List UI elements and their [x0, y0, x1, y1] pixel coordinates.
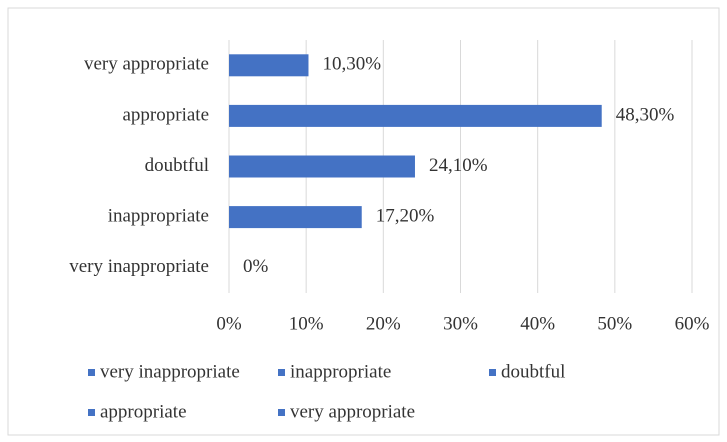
y-tick-label: very inappropriate	[69, 256, 209, 277]
data-label: 24,10%	[429, 155, 488, 176]
legend-marker	[278, 409, 285, 416]
legend-marker	[88, 409, 95, 416]
chart-frame	[7, 7, 720, 436]
bar	[229, 104, 602, 127]
bar	[229, 54, 309, 77]
data-label: 10,30%	[322, 54, 381, 75]
legend-marker	[278, 369, 285, 376]
x-tick-label: 10%	[289, 313, 324, 334]
legend-marker	[489, 369, 496, 376]
legend-label: inappropriate	[290, 361, 391, 382]
x-tick-label: 30%	[443, 313, 478, 334]
legend-label: very inappropriate	[100, 361, 240, 382]
y-tick-label: very appropriate	[84, 54, 209, 75]
y-tick-label: inappropriate	[108, 205, 209, 226]
y-tick-label: doubtful	[145, 155, 209, 176]
data-label: 17,20%	[376, 205, 435, 226]
bar	[229, 206, 362, 229]
x-tick-label: 50%	[597, 313, 632, 334]
x-tick-label: 20%	[366, 313, 401, 334]
legend-label: doubtful	[501, 361, 565, 382]
x-tick-label: 40%	[520, 313, 555, 334]
data-label: 0%	[243, 256, 269, 277]
bar	[229, 155, 415, 178]
legend-label: very appropriate	[290, 401, 415, 422]
data-label: 48,30%	[616, 104, 675, 125]
x-tick-label: 0%	[216, 313, 242, 334]
x-tick-label: 60%	[675, 313, 710, 334]
legend-marker	[88, 369, 95, 376]
y-tick-label: appropriate	[122, 104, 209, 125]
legend-label: appropriate	[100, 401, 187, 422]
